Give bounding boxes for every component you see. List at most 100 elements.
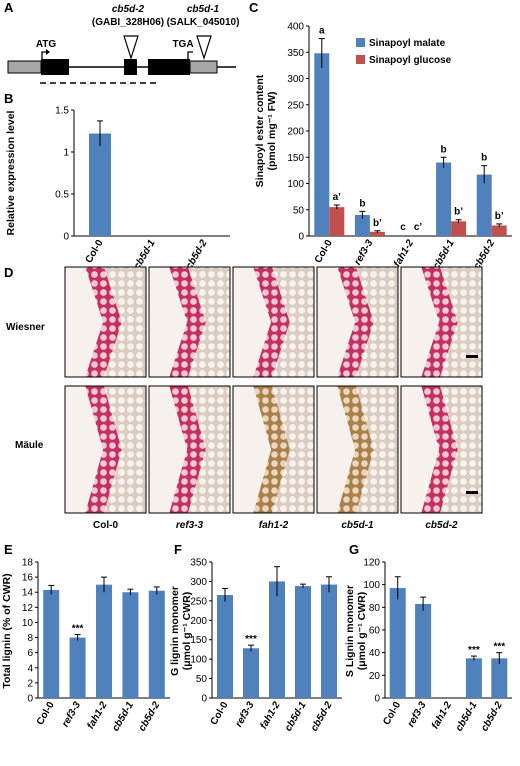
significance-letter: b’ xyxy=(495,211,504,222)
row-label-wiesner: Wiesner xyxy=(6,322,45,333)
bar-cb5d-2 xyxy=(148,590,165,698)
y-tick-label: 350 xyxy=(190,558,207,569)
category-label: Col-0 xyxy=(84,238,106,266)
y-tick-label: 0 xyxy=(63,232,69,243)
y-axis-title: Relative expression level xyxy=(5,110,17,235)
chart-c: C Sinapoyl ester content (pmol mg⁻¹ FW) 0 50… xyxy=(249,0,512,271)
y-tick-label: 350 xyxy=(287,48,304,59)
stop-codon-label: TGA xyxy=(172,39,193,50)
bar-fah1-2 xyxy=(96,584,112,698)
y-tick-label: 1 xyxy=(63,148,69,159)
y-tick-label: 80 xyxy=(369,603,381,614)
chart-b: B Relative expression level 0 0.5 1 1.5 Col-0 c… xyxy=(4,91,230,271)
row-label-maule: Mäule xyxy=(15,440,44,451)
category-label: Col-0 xyxy=(313,238,335,266)
category-label: ref3-3 xyxy=(60,700,83,729)
panel-letter-b: B xyxy=(4,91,13,106)
y-tick-label: 250 xyxy=(190,596,207,607)
bar-ref3-3 xyxy=(69,637,86,698)
genotype-label: ref3-3 xyxy=(176,520,204,531)
category-label: cb5d-1 xyxy=(110,700,136,734)
y-tick-label: 12 xyxy=(22,603,34,614)
bar-col-0-s1 xyxy=(329,207,345,236)
bar-col-0 xyxy=(89,133,111,236)
significance-letter: c xyxy=(400,222,406,233)
y-tick-label: 150 xyxy=(287,153,304,164)
panel-a: A cb5d-2 (GABI_328H06) cb5d-1 (SALK_0450… xyxy=(4,0,239,84)
panel-letter-f: F xyxy=(174,542,182,557)
tga-arrow xyxy=(187,51,193,59)
significance-letter: b’ xyxy=(373,218,382,229)
significance-letter: b xyxy=(359,198,365,209)
y-tick-label: 200 xyxy=(190,616,207,627)
legend-swatch xyxy=(356,38,365,47)
y-tick-label: 20 xyxy=(369,671,381,682)
y-tick-label: 16 xyxy=(22,573,34,584)
significance-mark: *** xyxy=(468,645,480,656)
chart-g: G S Lignin monomer (μmol g⁻¹ CWR) 0 20 40 60 80… xyxy=(344,542,512,733)
panel-letter-e: E xyxy=(4,542,13,557)
bar-col-0 xyxy=(217,595,233,698)
y-axis-title: G lignin monomer xyxy=(169,586,181,676)
category-label: cb5d-1 xyxy=(283,700,309,734)
exon-2 xyxy=(124,59,137,75)
category-label: fah1-2 xyxy=(258,700,282,731)
bar-ref3-3 xyxy=(243,648,259,698)
category-label: fah1-2 xyxy=(430,700,454,731)
y-axis-title: Total lignin (% of CWR) xyxy=(1,573,13,688)
scale-bar xyxy=(466,491,478,494)
y-axis-title: (μmol g⁻¹ CWR) xyxy=(181,592,193,670)
y-tick-label: 100 xyxy=(363,580,380,591)
bar-cb5d-2-s1 xyxy=(491,225,507,236)
category-label: ref3-3 xyxy=(406,700,429,729)
exon-3 xyxy=(148,59,190,75)
y-tick-label: 6 xyxy=(27,648,33,659)
y-tick-label: 400 xyxy=(287,22,304,33)
bar-col-0-s0 xyxy=(314,53,330,236)
category-label: fah1-2 xyxy=(392,238,416,269)
legend-label: Sinapoyl malate xyxy=(369,38,446,49)
scale-bar xyxy=(466,355,478,358)
y-tick-label: 200 xyxy=(287,127,304,138)
significance-mark: *** xyxy=(245,634,257,645)
utr-5 xyxy=(7,60,42,74)
panel-d: D Wiesner Mäule Col-0 ref3-3 fah1-2 cb5d-1 c… xyxy=(4,265,483,531)
bar-cb5d-1 xyxy=(295,586,311,698)
genotype-label: cb5d-2 xyxy=(425,520,458,531)
y-tick-label: 300 xyxy=(190,577,207,588)
bar-cb5d-1 xyxy=(465,658,482,698)
category-label: cb5d-1 xyxy=(454,700,480,734)
category-label: Col-0 xyxy=(35,700,57,728)
bar-ref3-3-s0 xyxy=(354,215,370,236)
bar-col-0 xyxy=(389,588,406,698)
significance-letter: b’ xyxy=(454,207,463,218)
start-codon-label: ATG xyxy=(36,39,57,50)
bar-ref3-3 xyxy=(415,603,432,698)
bar-cb5d-1 xyxy=(122,592,139,698)
micrograph-maule-ref3-3 xyxy=(148,385,231,514)
y-axis-title: (pmol mg⁻¹ FW) xyxy=(266,91,278,170)
tdna-insertion-2 xyxy=(123,35,139,60)
micrograph-wiesner-col-0 xyxy=(64,266,147,378)
y-tick-label: 100 xyxy=(287,179,304,190)
micrograph-maule-col-0 xyxy=(64,385,147,514)
bar-cb5d-2 xyxy=(491,658,508,698)
significance-mark: *** xyxy=(493,642,505,653)
micrograph-wiesner-fah1-2 xyxy=(232,266,315,378)
panel-letter-g: G xyxy=(349,542,359,557)
micrograph-wiesner-cb5d-1 xyxy=(316,266,399,378)
y-tick-label: 1.5 xyxy=(55,106,69,117)
y-tick-label: 8 xyxy=(27,633,33,644)
y-tick-label: 14 xyxy=(22,588,34,599)
chart-f: F G lignin monomer (μmol g⁻¹ CWR) 0 50 100 150… xyxy=(169,542,342,733)
y-tick-label: 150 xyxy=(190,635,207,646)
significance-mark: *** xyxy=(72,624,84,635)
bar-cb5d-2-s0 xyxy=(476,174,492,236)
y-axis-title: Sinapoyl ester content xyxy=(254,74,266,187)
category-label: cb5d-2 xyxy=(472,238,498,272)
bar-cb5d-2 xyxy=(321,584,337,698)
category-label: cb5d-1 xyxy=(431,238,457,272)
utr-3 xyxy=(189,60,218,74)
y-tick-label: 4 xyxy=(27,663,33,674)
